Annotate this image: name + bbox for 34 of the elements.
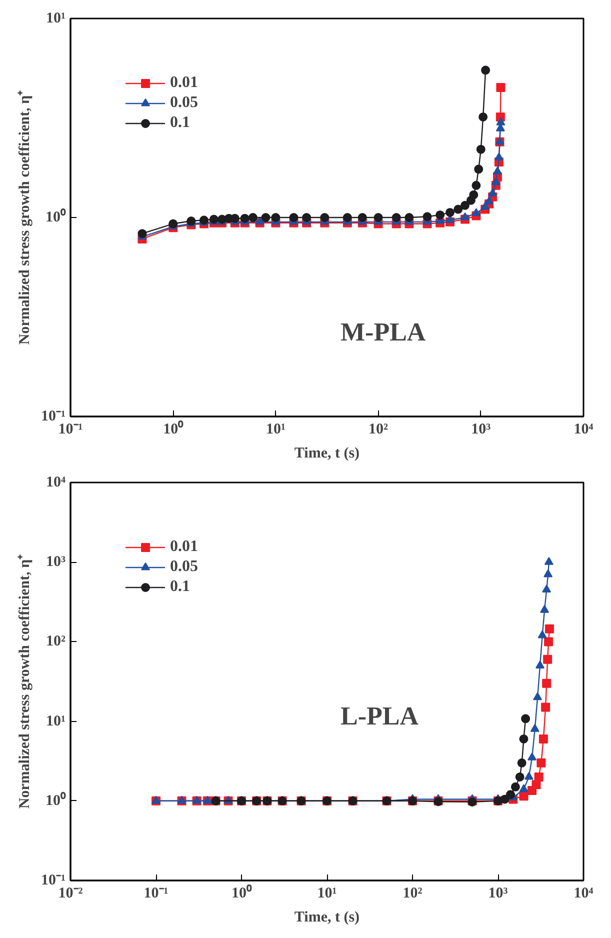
x-tick-label: 10⁴ [574,422,594,438]
y-tick-label: 10² [46,634,66,650]
x-tick-label: 10¹ [266,422,286,438]
y-tick-label: 10³ [46,554,66,570]
x-tick-label: 10¹ [317,886,337,902]
x-tick-label: 10⁻¹ [58,422,83,438]
x-tick-label: 10⁰ [232,884,252,902]
y-tick-label: 10¹ [46,10,66,26]
y-tick-label: 10⁰ [46,208,66,226]
legend-label: 0.05 [170,94,198,112]
y-axis-title: Normalized stress growth coefficient, η⁺ [17,554,34,809]
y-axis-title: Normalized stress growth coefficient, η⁺ [17,90,34,345]
x-tick-label: 10³ [471,422,492,438]
y-tick-label: 10⁻¹ [41,872,66,888]
x-tick-label: 10⁰ [163,420,184,438]
legend-label: 0.01 [170,74,198,92]
x-tick-label: 10² [368,422,389,438]
x-tick-label: 10³ [488,886,508,902]
x-tick-label: 10⁻² [58,886,84,902]
legend-label: 0.01 [170,538,198,556]
legend-label: 0.1 [170,578,190,596]
y-tick-label: 10⁻¹ [41,408,66,424]
x-tick-label: 10² [402,886,423,902]
x-axis-title: Time, t (s) [294,446,360,462]
annotation: L-PLA [340,702,419,730]
y-tick-label: 10⁰ [46,790,66,809]
legend-label: 0.1 [170,114,190,132]
y-tick-label: 10⁴ [46,474,66,490]
x-axis-title: Time, t (s) [294,910,360,926]
y-tick-label: 10¹ [46,713,66,730]
annotation: M-PLA [340,318,426,346]
x-tick-label: 10⁴ [574,886,594,902]
legend-label: 0.05 [170,558,198,576]
x-tick-label: 10⁻¹ [144,886,168,902]
